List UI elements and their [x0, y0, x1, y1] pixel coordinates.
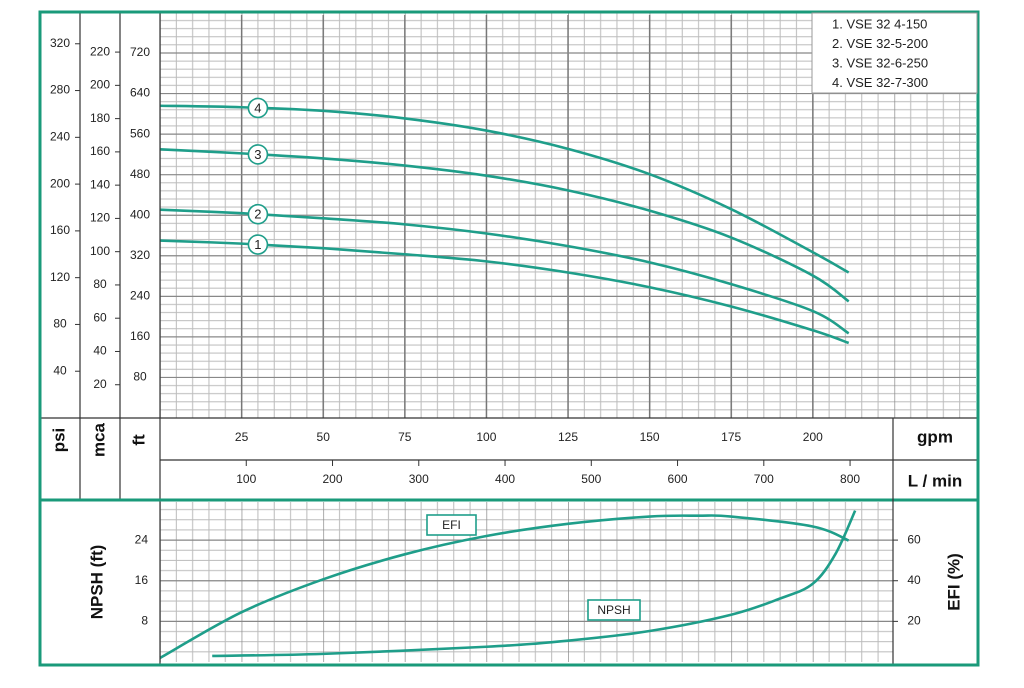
curve-marker-label: 2 — [254, 207, 261, 222]
x-tick-label: 25 — [235, 430, 249, 444]
y-tick-label: 640 — [130, 86, 150, 100]
x2-tick-label: 800 — [840, 472, 860, 486]
y3-tick-label: 320 — [50, 36, 70, 50]
y2-tick-label: 20 — [93, 377, 107, 391]
y3-tick-label: 40 — [53, 363, 67, 377]
curve-marker — [247, 144, 269, 165]
legend-entry: 4. VSE 32-7-300 — [832, 75, 928, 90]
x2-tick-label: 400 — [495, 472, 515, 486]
outer-frame — [38, 10, 980, 667]
y-tick-label: 16 — [135, 573, 149, 587]
ft-axis-title: ft — [129, 434, 148, 446]
curve-marker-label: 1 — [254, 237, 261, 252]
y-tick-label: 560 — [130, 126, 150, 140]
y2-tick-label: 40 — [93, 344, 107, 358]
legend-entry: 2. VSE 32-5-200 — [832, 36, 928, 51]
x2-tick-label: 700 — [754, 472, 774, 486]
mca-axis-title: mca — [89, 422, 108, 457]
curve-marker-label: 4 — [254, 100, 261, 115]
series-tag-box — [426, 514, 477, 536]
y2-tick-label: 220 — [90, 44, 110, 58]
x-tick-label: 75 — [398, 430, 412, 444]
y2-tick-label: 60 — [93, 310, 107, 324]
curve — [159, 148, 850, 303]
x-tick-label: 125 — [558, 430, 578, 444]
curve — [159, 239, 850, 345]
curve — [159, 514, 850, 660]
y3-tick-label: 160 — [50, 223, 70, 237]
curve — [212, 510, 857, 658]
curve-marker — [247, 234, 269, 255]
x2-tick-label: 600 — [668, 472, 688, 486]
x-tick-label: 175 — [721, 430, 741, 444]
y3-tick-label: 120 — [50, 270, 70, 284]
y-tick-label: 8 — [141, 614, 148, 628]
x2-tick-label: 500 — [581, 472, 601, 486]
y-tick-label: 400 — [130, 207, 150, 221]
y2-tick-label: 200 — [90, 78, 110, 92]
curve — [159, 208, 850, 335]
y-tick-label: 24 — [135, 532, 149, 546]
lmin-axis-title: L / min — [908, 471, 962, 490]
frame — [38, 10, 980, 667]
y3-tick-label: 80 — [53, 317, 67, 331]
x-tick-label: 100 — [476, 430, 496, 444]
series-tag-box — [587, 599, 641, 621]
y2-tick-label: 160 — [90, 144, 110, 158]
y2-tick-label: 80 — [93, 277, 107, 291]
y-tick-label: 720 — [130, 45, 150, 59]
legend-entry: 1. VSE 32 4-150 — [832, 16, 927, 31]
curve-marker — [247, 203, 269, 225]
gpm-axis-title: gpm — [917, 427, 953, 446]
y3-tick-label: 200 — [50, 176, 70, 190]
y-tick-label: 160 — [130, 329, 150, 343]
y-tick-label: 240 — [130, 289, 150, 303]
efi-axis-title: EFI (%) — [944, 553, 963, 611]
curve-marker-label: 3 — [254, 147, 261, 162]
curve-marker — [247, 97, 269, 119]
legend-entry: 3. VSE 32-6-250 — [832, 55, 928, 70]
x2-tick-label: 200 — [323, 472, 343, 486]
x2-tick-label: 300 — [409, 472, 429, 486]
y2-tick-label: 120 — [90, 211, 110, 225]
y-tick-label: 80 — [133, 370, 147, 384]
x-tick-label: 200 — [803, 430, 823, 444]
y2-tick-label: 140 — [90, 177, 110, 191]
y2-tick-label: 180 — [90, 111, 110, 125]
x2-tick-label: 100 — [236, 472, 256, 486]
y2-tick-label: 60 — [907, 532, 921, 546]
y2-tick-label: 100 — [90, 244, 110, 258]
legend-box — [811, 12, 978, 94]
curve — [159, 104, 850, 274]
series-tag: NPSH — [597, 603, 630, 617]
x-tick-label: 50 — [317, 430, 331, 444]
x-tick-label: 150 — [640, 430, 660, 444]
y-tick-label: 480 — [130, 167, 150, 181]
y3-tick-label: 240 — [50, 129, 70, 143]
y-tick-label: 320 — [130, 248, 150, 262]
series-tag: EFI — [442, 518, 461, 532]
y2-tick-label: 40 — [907, 573, 921, 587]
npsh-axis-title: NPSH (ft) — [87, 545, 106, 620]
y2-tick-label: 20 — [907, 614, 921, 628]
psi-axis-title: psi — [49, 428, 68, 453]
plot-layer — [159, 15, 976, 660]
minor-grid — [160, 502, 893, 662]
y3-tick-label: 280 — [50, 83, 70, 97]
